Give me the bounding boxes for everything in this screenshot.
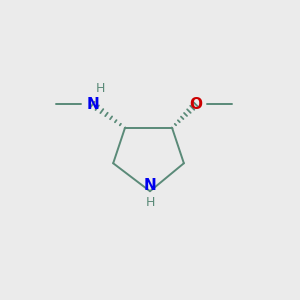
Text: O: O	[189, 97, 202, 112]
Text: N: N	[144, 178, 156, 193]
Text: N: N	[86, 97, 99, 112]
Text: H: H	[95, 82, 105, 95]
Text: H: H	[145, 196, 155, 209]
